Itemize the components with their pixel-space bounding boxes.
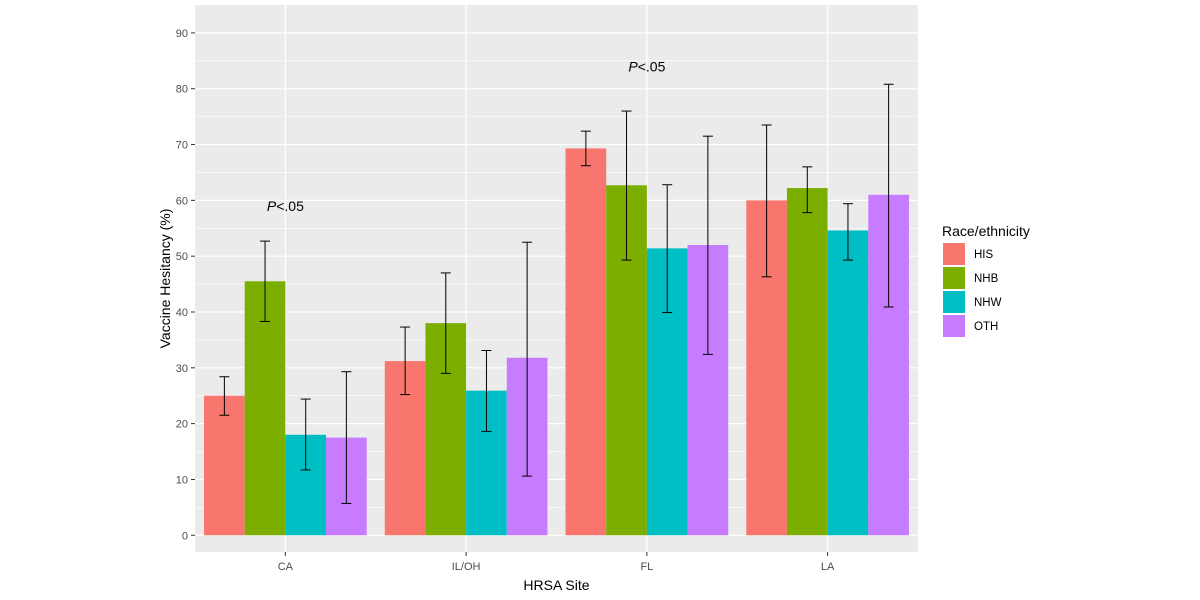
error-bar [219,376,230,416]
bar-nhw-la [827,230,869,536]
legend-key-nhb [943,267,965,289]
y-tick-label: 60 [176,195,188,207]
y-axis-title: Vaccine Hesitancy (%) [157,209,173,349]
x-tick-label: LA [821,561,835,573]
error-bar [802,166,813,214]
x-tick-label: CA [278,561,294,573]
y-tick-label: 90 [176,28,188,40]
error-bar [761,124,772,278]
x-axis: CA IL/OH FL LA [278,552,835,573]
annotations: P<.05 P<.05 [267,58,666,214]
y-tick-label: 20 [176,419,188,431]
y-tick-label: 80 [176,84,188,96]
legend-label-his: HIS [974,249,994,261]
error-bar [260,240,271,322]
legend-title: Race/ethnicity [942,223,1030,239]
error-bar [842,203,853,261]
y-tick-label: 0 [182,530,188,542]
legend-key-nhw [943,291,965,313]
error-bar [621,110,632,261]
error-bar [580,130,591,167]
bars [204,148,909,536]
significance-annotation: P<.05 [628,58,665,74]
error-bar [300,398,311,471]
legend-label-oth: OTH [974,321,998,333]
x-tick-label: IL/OH [452,561,481,573]
x-tick-label: FL [640,561,653,573]
error-bars [219,83,894,504]
y-axis: 0 10 20 30 40 50 60 70 80 90 [176,28,195,542]
legend-key-his [943,243,965,265]
legend-label-nhw: NHW [974,297,1002,309]
bar-nhb-ca [244,281,286,536]
significance-annotation: P<.05 [267,198,304,214]
y-tick-label: 40 [176,307,188,319]
error-bar [481,350,492,432]
error-bar [440,272,451,374]
legend-key-oth [943,315,965,337]
error-bar [883,83,894,308]
bar-his-ca [204,395,245,536]
bar-his-fl [565,148,607,536]
x-axis-title: HRSA Site [523,577,589,593]
legend: Race/ethnicity HIS NHB NHW OTH [942,223,1030,337]
error-bar [341,371,352,504]
legend-label-nhb: NHB [974,273,999,285]
y-tick-label: 50 [176,251,188,263]
y-tick-label: 30 [176,363,188,375]
error-bar [522,241,533,477]
error-bar [662,184,673,314]
y-tick-label: 10 [176,474,188,486]
bar-nhb-la [786,188,828,536]
y-tick-label: 70 [176,140,188,152]
error-bar [400,326,411,396]
error-bar [702,135,713,355]
